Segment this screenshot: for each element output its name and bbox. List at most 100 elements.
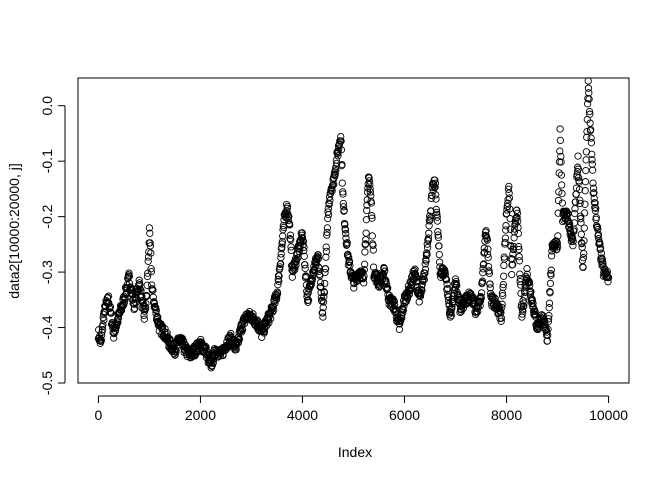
data-point <box>432 205 440 214</box>
data-point <box>498 303 506 312</box>
data-point <box>431 179 440 187</box>
data-point <box>485 267 493 275</box>
data-point <box>345 257 354 266</box>
data-point <box>577 215 585 223</box>
data-point <box>287 246 295 255</box>
data-point <box>557 152 565 161</box>
data-point <box>122 289 131 297</box>
y-axis: -0.5 -0.4 -0.3 -0.2 -0.1 0.0 <box>39 96 66 395</box>
data-point <box>556 125 564 133</box>
data-point <box>596 240 604 248</box>
data-point <box>588 156 596 164</box>
data-point <box>595 235 603 243</box>
data-point <box>476 297 485 305</box>
data-point <box>147 265 155 273</box>
data-point <box>323 231 331 239</box>
data-point <box>339 190 347 198</box>
data-point <box>283 207 291 215</box>
data-point <box>558 181 566 189</box>
data-point <box>511 219 520 227</box>
data-point <box>400 302 408 310</box>
data-point <box>478 277 487 285</box>
data-point <box>359 275 368 283</box>
data-point <box>594 230 603 239</box>
data-point <box>292 258 300 266</box>
data-point <box>313 253 322 262</box>
data-point <box>544 315 553 323</box>
data-point <box>510 228 519 236</box>
data-point <box>323 224 332 232</box>
data-point <box>107 309 115 317</box>
data-point <box>319 313 327 321</box>
data-point <box>571 198 580 206</box>
x-tick-label: 4000 <box>287 407 318 423</box>
data-point <box>395 325 404 334</box>
data-point <box>529 299 537 307</box>
data-point <box>476 302 484 310</box>
data-point <box>142 299 150 308</box>
data-point <box>431 176 439 184</box>
data-point <box>475 298 484 306</box>
data-point <box>420 272 428 281</box>
data-point <box>358 273 367 282</box>
data-point <box>278 238 287 246</box>
data-point <box>435 250 443 259</box>
data-point <box>499 283 507 292</box>
plot-frame <box>77 77 630 384</box>
data-point <box>583 127 591 136</box>
y-tick-label: 0.0 <box>39 96 55 116</box>
data-point <box>525 279 534 287</box>
data-point <box>426 214 434 222</box>
data-point <box>508 261 517 269</box>
data-point <box>399 306 407 314</box>
data-point <box>499 272 508 280</box>
data-point <box>380 264 389 273</box>
data-point <box>332 167 340 175</box>
data-point <box>477 289 486 297</box>
data-point <box>577 230 585 238</box>
data-point <box>588 150 596 158</box>
x-tick-label: 2000 <box>185 407 216 423</box>
data-point <box>589 179 597 187</box>
data-point <box>590 194 598 202</box>
data-point <box>452 277 460 286</box>
data-point <box>462 300 470 308</box>
data-point <box>286 221 294 229</box>
data-point <box>412 273 420 281</box>
data-point <box>515 245 523 254</box>
data-point <box>322 253 330 261</box>
data-point <box>546 289 554 297</box>
data-point <box>143 272 152 281</box>
data-point <box>319 298 328 306</box>
data-point <box>270 306 278 314</box>
data-point <box>368 232 376 240</box>
data-point <box>320 288 329 297</box>
data-point <box>590 189 598 197</box>
data-point <box>149 286 157 294</box>
data-point <box>284 216 293 225</box>
data-point <box>569 242 577 250</box>
data-point <box>484 253 492 262</box>
data-point <box>324 210 333 219</box>
data-point <box>338 179 346 187</box>
data-point <box>97 331 106 339</box>
data-point <box>583 100 592 108</box>
data-point <box>441 270 449 278</box>
data-point <box>577 219 585 227</box>
data-point <box>321 279 329 288</box>
data-point <box>502 222 510 230</box>
data-point <box>499 280 507 289</box>
data-point <box>367 199 376 207</box>
data-point <box>428 191 436 200</box>
data-point <box>601 265 609 273</box>
data-point <box>338 160 346 169</box>
data-point <box>425 229 433 237</box>
data-point <box>513 209 522 217</box>
data-point <box>518 310 526 318</box>
data-point <box>267 314 275 323</box>
data-point <box>443 285 451 294</box>
data-point <box>152 304 160 312</box>
data-point <box>314 251 322 259</box>
data-point <box>339 199 347 208</box>
data-point <box>423 250 431 259</box>
